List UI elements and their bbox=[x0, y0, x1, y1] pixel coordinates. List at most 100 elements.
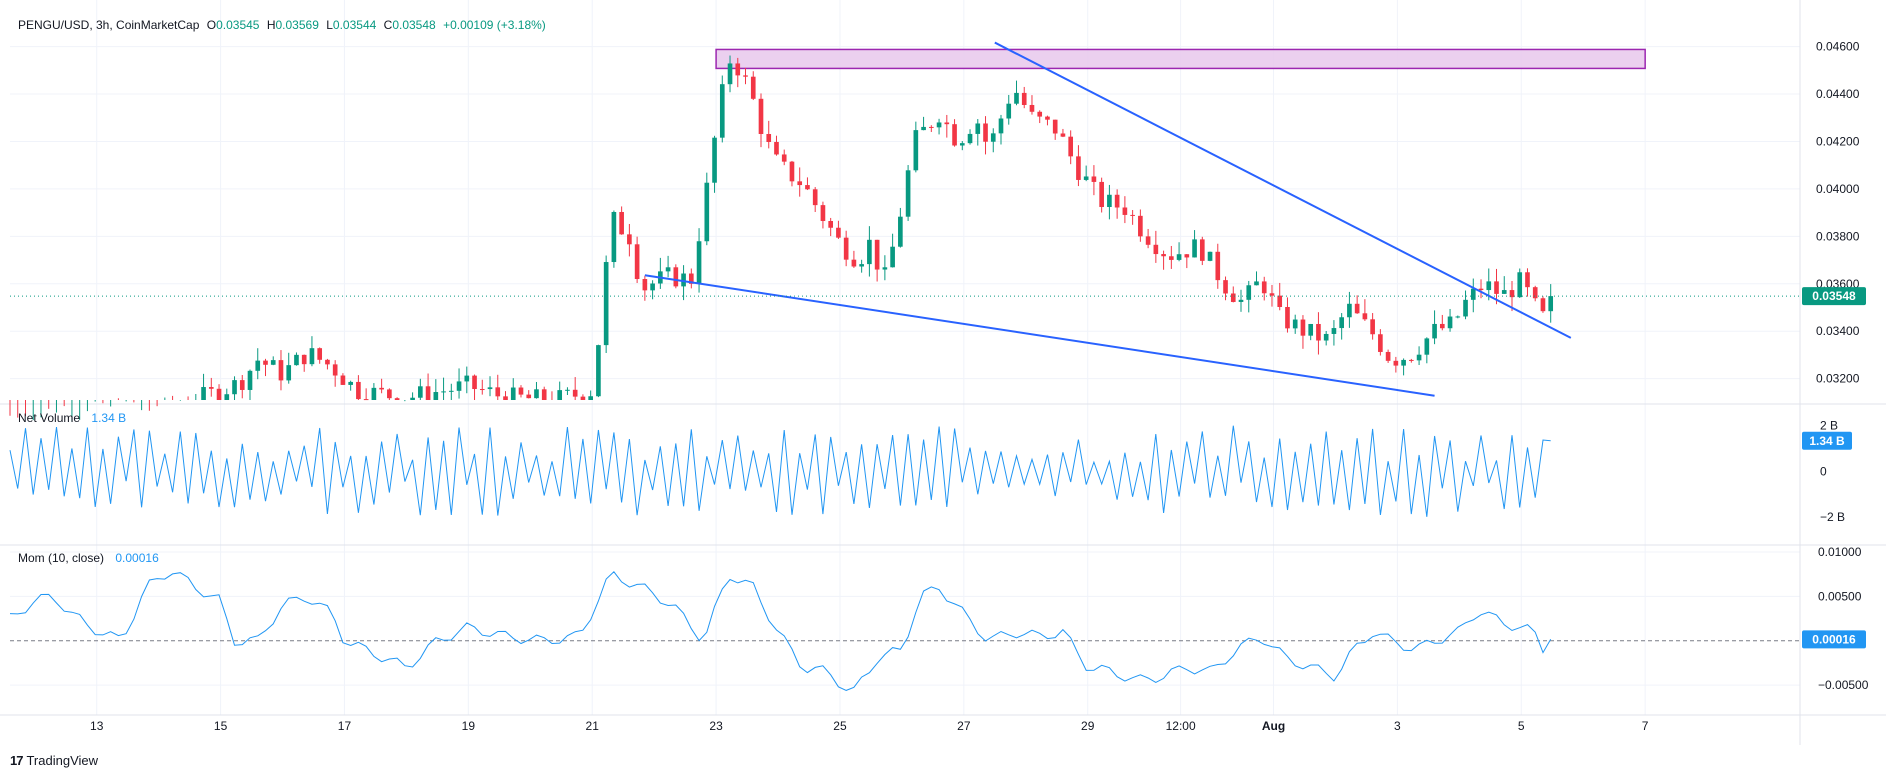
candle-body bbox=[820, 205, 826, 222]
candle-body bbox=[317, 348, 323, 360]
candle-body bbox=[905, 170, 911, 217]
resistance-zone-layer bbox=[715, 48, 1646, 70]
candle-body bbox=[1068, 136, 1074, 157]
candle-body bbox=[247, 370, 253, 390]
candle-body bbox=[774, 141, 779, 155]
candle-body bbox=[1308, 323, 1314, 336]
candle-body bbox=[1525, 272, 1530, 288]
momentum-line bbox=[9, 571, 1552, 691]
candle-body bbox=[967, 133, 973, 144]
volume-tick-label: 0 bbox=[1820, 464, 1827, 478]
net-volume-name: Net Volume bbox=[18, 411, 81, 425]
price-tick-label: 0.04200 bbox=[1816, 134, 1860, 148]
candle-body bbox=[1130, 214, 1135, 216]
candle-body bbox=[1261, 281, 1267, 294]
candle-body bbox=[634, 244, 640, 280]
candle-body bbox=[1060, 133, 1066, 137]
candle-body bbox=[433, 392, 439, 400]
candle-body bbox=[1215, 251, 1221, 281]
candle-body bbox=[619, 211, 624, 235]
candle-body bbox=[665, 267, 671, 272]
candle-body bbox=[890, 246, 895, 268]
candle-body bbox=[1532, 287, 1538, 299]
time-tick-label: 13 bbox=[90, 719, 104, 733]
axes-layer: 0.046000.044000.042000.040000.038000.036… bbox=[90, 40, 1869, 733]
time-tick-label: 21 bbox=[586, 719, 600, 733]
candle-body bbox=[1230, 293, 1236, 302]
last-price-tag bbox=[1802, 287, 1866, 306]
symbol-title: PENGU/USD, 3h, CoinMarketCap bbox=[18, 18, 200, 32]
candle-body bbox=[1014, 92, 1019, 104]
candle-body bbox=[526, 394, 532, 399]
net-volume-tag-label: 1.34 B bbox=[1809, 434, 1845, 448]
candle-body bbox=[294, 354, 299, 366]
candle-body bbox=[340, 375, 346, 385]
open-value: 0.03545 bbox=[216, 18, 260, 32]
pane-separators bbox=[0, 0, 1886, 745]
momentum-tick-label: 0.00500 bbox=[1818, 589, 1862, 603]
candle-body bbox=[998, 118, 1004, 134]
candle-body bbox=[990, 133, 996, 142]
candle-body bbox=[805, 185, 810, 190]
candle-body bbox=[270, 360, 276, 365]
candle-body bbox=[1052, 119, 1058, 134]
candle-body bbox=[518, 387, 524, 395]
candle-body bbox=[255, 360, 261, 371]
candle-body bbox=[1517, 272, 1523, 298]
price-tick-label: 0.03800 bbox=[1816, 229, 1860, 243]
candle-body bbox=[627, 234, 632, 245]
time-tick-label: 25 bbox=[833, 719, 847, 733]
candle-body bbox=[1138, 215, 1143, 237]
candle-body bbox=[565, 389, 570, 391]
tradingview-brand[interactable]: 17 TradingView bbox=[10, 753, 98, 768]
candle-body bbox=[534, 389, 539, 399]
candle-body bbox=[425, 386, 431, 400]
candle-body bbox=[1045, 116, 1050, 120]
candle-body bbox=[456, 381, 462, 391]
candle-body bbox=[921, 126, 926, 131]
last-price-label: 0.03548 bbox=[1812, 289, 1856, 303]
candle-body bbox=[611, 211, 617, 263]
candle-body bbox=[1277, 295, 1283, 307]
candle-body bbox=[1362, 313, 1368, 320]
candle-body bbox=[1169, 256, 1174, 260]
candle-body bbox=[325, 359, 330, 365]
candle-body bbox=[781, 154, 787, 162]
time-tick-label: 19 bbox=[462, 719, 476, 733]
momentum-name: Mom (10, close) bbox=[18, 551, 105, 565]
low-label: L bbox=[326, 18, 333, 32]
momentum-value: 0.00016 bbox=[115, 551, 159, 565]
candle-body bbox=[487, 387, 493, 390]
candle-body bbox=[642, 279, 648, 291]
candle-body bbox=[301, 354, 307, 365]
symbol-legend: PENGU/USD, 3h, CoinMarketCap O0.03545 H0… bbox=[18, 18, 546, 32]
price-tick-label: 0.03200 bbox=[1816, 372, 1860, 386]
candle-body bbox=[758, 98, 764, 135]
time-tick-label: 7 bbox=[1642, 719, 1649, 733]
candle-body bbox=[1091, 176, 1097, 182]
candle-body bbox=[1300, 319, 1306, 336]
candle-body bbox=[743, 75, 748, 77]
candle-body bbox=[959, 143, 965, 146]
candle-body bbox=[1254, 281, 1259, 286]
price-tick-label: 0.04000 bbox=[1816, 182, 1860, 196]
candle-body bbox=[789, 161, 795, 182]
candle-body bbox=[309, 348, 315, 365]
net-volume-legend: Net Volume 1.34 B bbox=[18, 411, 126, 425]
momentum-legend: Mom (10, close) 0.00016 bbox=[18, 551, 159, 565]
candle-body bbox=[479, 389, 485, 391]
candle-body bbox=[1223, 280, 1228, 294]
candle-body bbox=[797, 181, 803, 186]
candle-body bbox=[929, 126, 934, 128]
close-label: C bbox=[383, 18, 393, 32]
candle-body bbox=[1494, 281, 1499, 294]
momentum-tick-label: −0.00500 bbox=[1818, 678, 1869, 692]
candle-body bbox=[1470, 288, 1476, 300]
volume-tick-label: 2 B bbox=[1820, 419, 1838, 433]
candle-body bbox=[1409, 359, 1414, 361]
candle-body bbox=[1393, 360, 1399, 366]
price-tick-label: 0.03400 bbox=[1816, 324, 1860, 338]
candle-body bbox=[1099, 181, 1104, 208]
candle-body bbox=[441, 391, 446, 393]
